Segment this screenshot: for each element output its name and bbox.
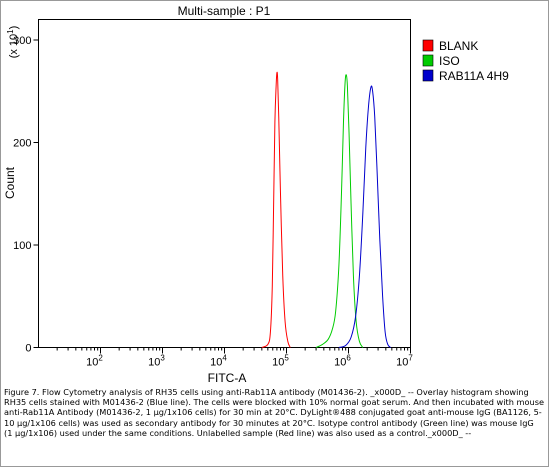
- x-tick-label: 107: [396, 354, 413, 369]
- x-axis-label: FITC-A: [208, 371, 247, 385]
- x-tick-label: 103: [148, 354, 165, 369]
- x-tick-label: 102: [86, 354, 103, 369]
- figure-caption: Figure 7. Flow Cytometry analysis of RH3…: [4, 387, 544, 438]
- chart-title: Multi-sample : P1: [178, 4, 271, 18]
- legend-label-blank: BLANK: [439, 39, 478, 53]
- legend-swatch-iso: [422, 54, 434, 67]
- legend-label-rab11a-4h9: RAB11A 4H9: [439, 69, 509, 83]
- histogram-series: [261, 71, 392, 348]
- y-tick-label: 100: [13, 240, 31, 252]
- y-tick-label: 200: [13, 138, 31, 150]
- y-axis-ticks: 0 100 200 300: [13, 35, 39, 355]
- x-axis-ticks: 102 103 104 105 106 107: [56, 347, 413, 369]
- plot-frame: [38, 19, 411, 348]
- series-line-blank: [261, 71, 291, 348]
- y-tick-label: 300: [13, 35, 31, 47]
- y-tick-label: 0: [25, 343, 31, 355]
- series-line-rab11a-4h9: [338, 85, 392, 348]
- y-axis-label: Count: [3, 166, 17, 199]
- x-tick-label: 106: [334, 354, 351, 369]
- x-tick-label: 104: [210, 354, 227, 369]
- legend-swatch-blank: [422, 39, 434, 52]
- series-line-iso: [315, 74, 364, 348]
- y-multiplier-label: (x 101): [6, 26, 20, 59]
- legend-swatch-rab11a-4h9: [422, 69, 434, 82]
- legend-label-iso: ISO: [439, 54, 460, 68]
- x-tick-label: 105: [272, 354, 289, 369]
